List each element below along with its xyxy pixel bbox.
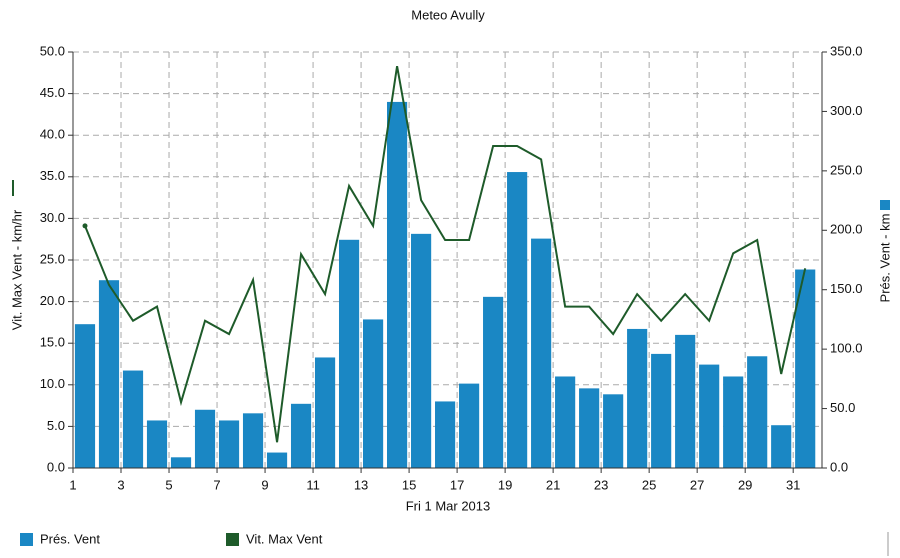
y-tick-label: 40.0: [40, 127, 65, 142]
bar: [290, 403, 312, 468]
y-tick-label: 35.0: [40, 168, 65, 183]
y-tick-label: 25.0: [40, 251, 65, 266]
bar: [74, 324, 96, 468]
legend-label: Vit. Max Vent: [246, 531, 323, 546]
chart-title: Meteo Avully: [411, 7, 485, 22]
y2-tick-label: 0.0: [830, 459, 848, 474]
y2-tick-label: 50.0: [830, 400, 855, 415]
line-start-dot: [82, 223, 88, 229]
y2-tick-label: 100.0: [830, 341, 863, 356]
bar: [314, 357, 336, 468]
bar: [266, 452, 288, 468]
legend-swatch: [20, 533, 33, 546]
y2-tick-label: 300.0: [830, 103, 863, 118]
y-tick-label: 20.0: [40, 293, 65, 308]
y-tick-label: 0.0: [47, 459, 65, 474]
bar: [771, 425, 792, 468]
y2-axis-key: [880, 200, 890, 210]
x-tick-label: 25: [642, 477, 656, 492]
bar: [242, 413, 264, 468]
bar: [531, 238, 552, 468]
bar: [699, 364, 720, 468]
x-tick-label: 19: [498, 477, 512, 492]
x-tick-label: 9: [261, 477, 268, 492]
line: [84, 65, 807, 443]
bar: [338, 239, 360, 468]
y-tick-label: 50.0: [40, 43, 65, 58]
y-tick-label: 30.0: [40, 210, 65, 225]
bar: [146, 420, 168, 468]
y2-axis-label: Prés. Vent - km: [877, 214, 892, 303]
bar: [170, 457, 192, 468]
bar: [194, 409, 216, 468]
y2-tick-label: 250.0: [830, 162, 863, 177]
y-tick-label: 15.0: [40, 335, 65, 350]
y-axis-label: Vit. Max Vent - km/hr: [9, 209, 24, 330]
x-tick-label: 31: [786, 477, 800, 492]
bar: [387, 101, 408, 469]
y2-tick-label: 200.0: [830, 222, 863, 237]
bar: [627, 328, 648, 468]
bar: [459, 383, 480, 468]
x-tick-label: 1: [69, 477, 76, 492]
legend-swatch: [226, 533, 239, 546]
bar: [218, 420, 240, 468]
x-tick-label: 3: [117, 477, 124, 492]
x-tick-label: 23: [594, 477, 608, 492]
x-tick-label: 11: [306, 477, 320, 492]
y-tick-label: 10.0: [40, 376, 65, 391]
x-tick-label: 27: [690, 477, 704, 492]
bar: [435, 401, 456, 468]
y-tick-label: 45.0: [40, 85, 65, 100]
x-axis-label: Fri 1 Mar 2013: [406, 498, 491, 513]
y2-tick-label: 150.0: [830, 281, 863, 296]
x-tick-label: 7: [213, 477, 220, 492]
bar: [362, 319, 384, 468]
bar: [723, 376, 744, 468]
legend-label: Prés. Vent: [40, 531, 100, 546]
bar: [579, 388, 600, 468]
x-tick-label: 21: [546, 477, 560, 492]
y-tick-label: 5.0: [47, 418, 65, 433]
bar: [675, 334, 696, 468]
bar: [651, 353, 672, 468]
x-tick-label: 5: [165, 477, 172, 492]
bar: [122, 370, 144, 468]
x-tick-label: 15: [402, 477, 416, 492]
bar: [98, 280, 120, 468]
bar: [555, 376, 576, 468]
bar: [411, 233, 432, 468]
bar: [507, 172, 528, 468]
bar: [795, 269, 816, 468]
x-tick-label: 17: [450, 477, 464, 492]
bar: [603, 394, 624, 468]
x-tick-label: 29: [738, 477, 752, 492]
bar: [483, 296, 504, 468]
y2-tick-label: 350.0: [830, 43, 863, 58]
bar: [747, 356, 768, 468]
x-tick-label: 13: [354, 477, 368, 492]
